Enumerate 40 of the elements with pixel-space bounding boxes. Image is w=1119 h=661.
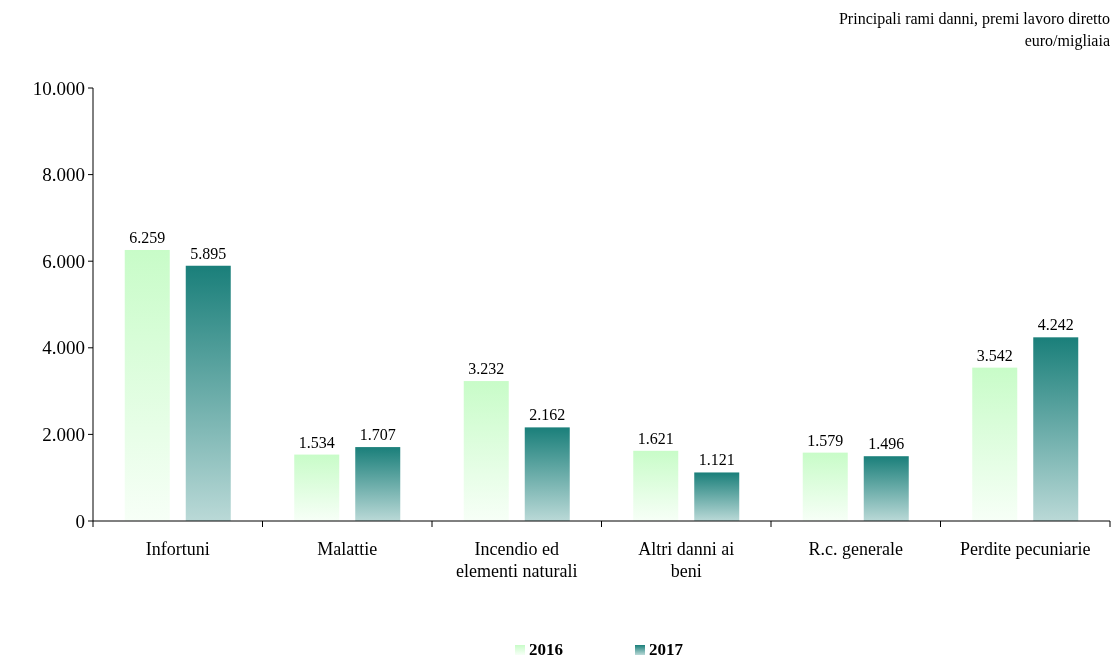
- bar: [463, 381, 509, 521]
- bar: [972, 367, 1018, 521]
- x-tick-label: Altri danni ai beni: [638, 539, 735, 581]
- bar: [124, 249, 170, 521]
- data-label: 1.621: [637, 429, 674, 447]
- x-tick-label: Perdite pecuniarie: [960, 539, 1091, 559]
- data-label: 4.242: [1037, 316, 1074, 334]
- bar: [355, 447, 401, 521]
- legend-label: 2017: [649, 640, 684, 659]
- data-label: 5.895: [190, 244, 227, 262]
- bar: [1033, 337, 1079, 521]
- bar: [185, 265, 231, 521]
- data-label: 6.259: [129, 228, 166, 246]
- y-tick-label: 8.000: [42, 164, 85, 186]
- x-tick-label: Malattie: [317, 539, 378, 559]
- bar: [294, 454, 340, 521]
- x-tick-label: R.c. generale: [808, 539, 903, 559]
- data-label: 1.707: [359, 426, 396, 444]
- data-label: 1.496: [868, 435, 905, 453]
- bar: [802, 452, 848, 521]
- y-tick-label: 0: [75, 510, 85, 532]
- data-label: 3.542: [976, 346, 1013, 364]
- chart-subtitle: euro/migliaia: [1024, 32, 1110, 50]
- data-label: 1.579: [807, 431, 844, 449]
- bar: [863, 456, 909, 521]
- x-tick-label: Infortuni: [145, 539, 210, 559]
- x-tick-label: Incendio ed elementi naturali: [456, 539, 578, 581]
- bar: [633, 450, 679, 521]
- chart-title: Principali rami danni, premi lavoro diretto: [838, 10, 1110, 28]
- y-tick-label: 6.000: [42, 250, 85, 272]
- legend-label: 2016: [529, 640, 563, 659]
- y-tick-label: 10.000: [32, 77, 85, 99]
- bar: [694, 472, 740, 521]
- y-tick-label: 4.000: [42, 337, 85, 359]
- bar: [524, 427, 570, 521]
- data-label: 1.534: [298, 433, 335, 451]
- y-tick-label: 2.000: [42, 424, 85, 446]
- data-label: 2.162: [529, 406, 566, 424]
- data-label: 3.232: [468, 360, 505, 378]
- data-label: 1.121: [698, 451, 735, 469]
